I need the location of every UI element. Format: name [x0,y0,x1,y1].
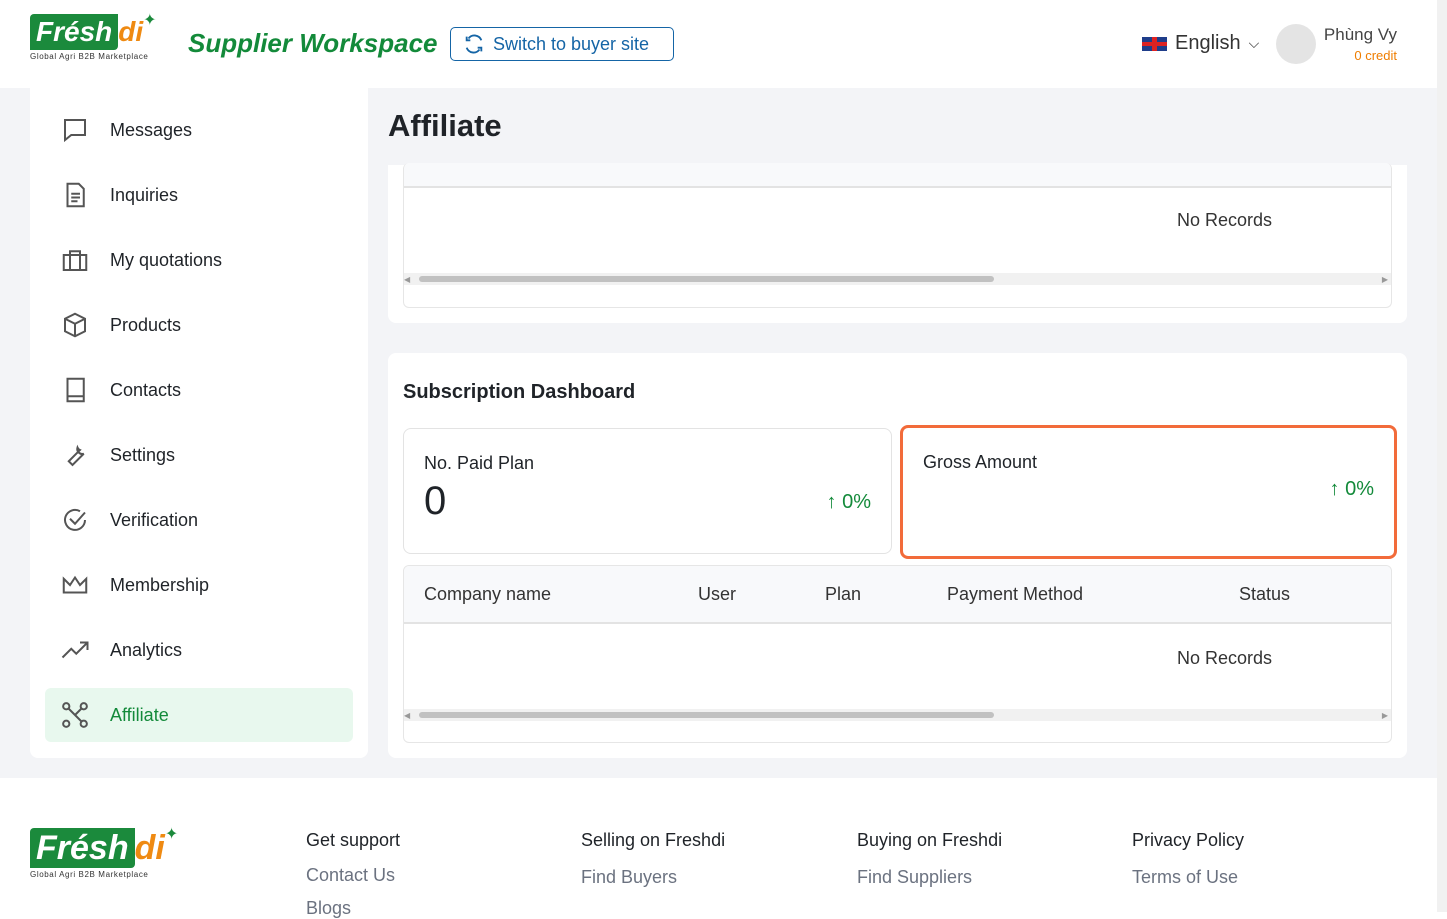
crown-icon [62,575,88,594]
horizontal-scrollbar[interactable]: ◀ ▶ [404,273,1391,285]
footer-col-support: Get support Contact Us Blogs [306,830,401,918]
arrow-up-icon: ↑ [1329,478,1340,500]
top-header: Frésh di ✦ Global Agri B2B Marketplace Sup… [0,0,1437,88]
avatar[interactable] [1276,24,1316,64]
sidebar-item-membership[interactable]: Membership [45,558,353,612]
paid-plan-stat: No. Paid Plan 0 ↑ 0% [403,428,892,554]
footer-link[interactable]: Blogs [306,898,352,918]
footer: Frésh di ✦ Global Agri B2B Marketplace Get… [0,778,1437,918]
sidebar-item-my-quotations[interactable]: My quotations [45,233,353,287]
box-icon [64,312,86,338]
switch-to-buyer-button[interactable]: Switch to buyer site [450,27,674,61]
sidebar-item-analytics[interactable]: Analytics [45,623,353,677]
empty-state: No Records [1177,648,1273,668]
footer-link[interactable]: Find Buyers [581,867,678,887]
footer-link[interactable]: Contact Us [306,865,396,885]
gross-amount-stat: Gross Amount ↑ 0% [900,425,1397,559]
sparkle-icon: ✦ [164,826,179,843]
arrow-up-icon: ↑ [826,491,837,513]
footer-logo[interactable]: Frésh di ✦ Global Agri B2B Marketplace [30,826,179,879]
footer-col-selling: Selling on Freshdi Find Buyers [581,830,726,887]
wrench-icon [67,444,85,467]
language-selector[interactable]: English ⌵ [1142,32,1259,55]
network-icon [62,702,88,728]
sidebar-item-products[interactable]: Products [45,298,353,352]
footer-link[interactable]: Privacy Policy [1132,830,1245,850]
subscription-table: Company name User Plan Payment Method St… [403,565,1392,743]
section-title: Subscription Dashboard [403,381,636,403]
affiliate-table-card: No Records ◀ ▶ [388,163,1407,323]
trending-up-icon [61,641,89,659]
sidebar-item-contacts[interactable]: Contacts [45,363,353,417]
footer-col-policy: Privacy Policy Terms of Use [1132,830,1244,888]
credit-balance: 0 credit [1354,48,1397,63]
chevron-down-icon: ⌵ [1248,35,1260,51]
refresh-icon [465,34,483,54]
freshdi-logo[interactable]: Frésh di ✦ Global Agri B2B Marketplace [30,12,157,61]
empty-state: No Records [1177,210,1273,230]
briefcase-icon [62,250,88,271]
footer-col-buying: Buying on Freshdi Find Suppliers [857,830,1003,887]
document-icon [66,182,85,208]
horizontal-scrollbar[interactable]: ◀ ▶ [404,709,1391,721]
sidebar-item-affiliate[interactable]: Affiliate [45,688,353,742]
table-header [404,163,1391,188]
user-name[interactable]: Phùng Vy [1323,25,1397,44]
message-icon [64,119,86,143]
vertical-scrollbar[interactable] [1437,0,1447,912]
workspace-title: Supplier Workspace [188,28,438,58]
sidebar-item-verification[interactable]: Verification [45,493,353,547]
page-title: Affiliate [388,108,502,143]
sidebar: Messages Inquiries My quotations Product… [30,88,368,758]
check-circle-icon [64,508,86,531]
book-icon [66,377,85,403]
uk-flag-icon [1142,36,1167,51]
subscription-dashboard-card: Subscription Dashboard No. Paid Plan 0 ↑… [388,353,1407,758]
footer-link[interactable]: Find Suppliers [857,867,973,887]
sidebar-item-inquiries[interactable]: Inquiries [45,168,353,222]
sidebar-item-messages[interactable]: Messages [45,103,353,157]
footer-link[interactable]: Terms of Use [1132,867,1239,887]
table-header: Company name User Plan Payment Method St… [404,566,1391,624]
sidebar-item-settings[interactable]: Settings [45,428,353,482]
sparkle-icon: ✦ [143,12,157,29]
affiliate-table: No Records ◀ ▶ [403,163,1392,308]
